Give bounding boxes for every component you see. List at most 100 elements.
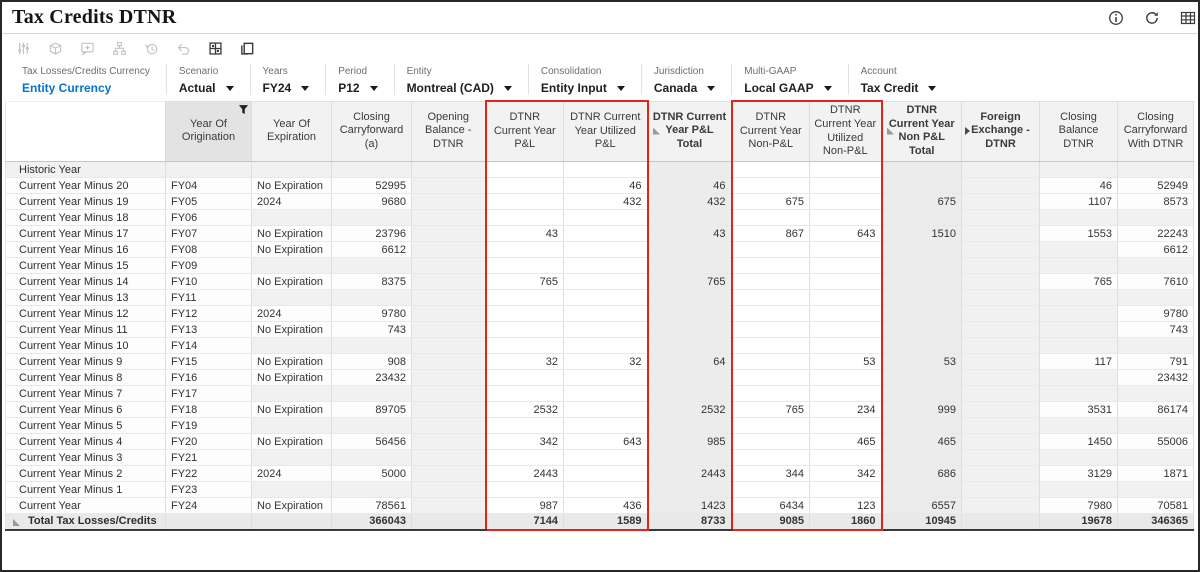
cell-dtnr-current-year-utilized-non-pl[interactable]: 465 <box>809 433 883 450</box>
cell-dtnr-current-year-pl[interactable] <box>484 177 564 194</box>
pov-value-years[interactable]: FY24 <box>263 81 310 95</box>
cell-dtnr-current-year-non-pl[interactable] <box>730 337 810 354</box>
cell-dtnr-current-year-non-pl[interactable] <box>730 257 810 274</box>
cell-dtnr-current-year-pl[interactable]: 32 <box>484 353 564 370</box>
cell-dtnr-current-year-non-pl[interactable] <box>730 433 810 450</box>
cell-dtnr-current-year-utilized-pl[interactable] <box>563 465 649 482</box>
cell-dtnr-current-year-non-pl[interactable] <box>730 177 810 194</box>
cell-dtnr-current-year-non-pl[interactable] <box>730 305 810 322</box>
cell-dtnr-current-year-non-pl[interactable] <box>730 209 810 226</box>
cell-dtnr-current-year-non-pl[interactable]: 867 <box>730 225 810 242</box>
chevron-down-icon[interactable] <box>616 85 625 91</box>
expand-column-icon[interactable] <box>965 127 970 136</box>
cell-dtnr-current-year-non-pl[interactable] <box>730 353 810 370</box>
cell-dtnr-current-year-pl[interactable] <box>484 449 564 466</box>
cell-dtnr-current-year-utilized-non-pl[interactable]: 123 <box>809 497 883 514</box>
pov-value-period[interactable]: P12 <box>338 81 378 95</box>
cell-dtnr-current-year-utilized-non-pl[interactable] <box>809 417 883 434</box>
cell-dtnr-current-year-pl[interactable] <box>484 161 564 178</box>
cell-dtnr-current-year-pl[interactable] <box>484 369 564 386</box>
refresh-icon[interactable] <box>1144 10 1160 26</box>
cell-dtnr-current-year-non-pl[interactable] <box>730 369 810 386</box>
cell-dtnr-current-year-utilized-non-pl[interactable] <box>809 321 883 338</box>
cell-dtnr-current-year-utilized-pl[interactable] <box>563 337 649 354</box>
cell-dtnr-current-year-utilized-non-pl[interactable]: 1860 <box>809 513 883 531</box>
cell-dtnr-current-year-utilized-pl[interactable] <box>563 209 649 226</box>
pov-value-scenario[interactable]: Actual <box>179 81 234 95</box>
cell-dtnr-current-year-utilized-pl[interactable] <box>563 401 649 418</box>
cell-dtnr-current-year-pl[interactable] <box>484 241 564 258</box>
cell-dtnr-current-year-non-pl[interactable]: 675 <box>730 193 810 210</box>
cell-dtnr-current-year-pl[interactable] <box>484 289 564 306</box>
cell-dtnr-current-year-non-pl[interactable]: 6434 <box>730 497 810 514</box>
cell-dtnr-current-year-utilized-non-pl[interactable]: 643 <box>809 225 883 242</box>
cell-dtnr-current-year-non-pl[interactable] <box>730 417 810 434</box>
cell-dtnr-current-year-utilized-non-pl[interactable]: 53 <box>809 353 883 370</box>
cell-dtnr-current-year-utilized-pl[interactable] <box>563 241 649 258</box>
cell-dtnr-current-year-utilized-pl[interactable] <box>563 289 649 306</box>
cell-dtnr-current-year-utilized-non-pl[interactable] <box>809 385 883 402</box>
cell-dtnr-current-year-non-pl[interactable] <box>730 385 810 402</box>
cell-dtnr-current-year-utilized-non-pl[interactable] <box>809 305 883 322</box>
cell-dtnr-current-year-pl[interactable]: 765 <box>484 273 564 290</box>
format-window-icon[interactable] <box>240 41 255 56</box>
pov-value-jurisdiction[interactable]: Canada <box>654 81 716 95</box>
cell-dtnr-current-year-pl[interactable] <box>484 481 564 498</box>
cell-dtnr-current-year-pl[interactable]: 342 <box>484 433 564 450</box>
collapse-column-icon[interactable] <box>652 127 660 135</box>
cell-dtnr-current-year-pl[interactable] <box>484 321 564 338</box>
cell-dtnr-current-year-pl[interactable]: 7144 <box>484 513 564 531</box>
cell-dtnr-current-year-non-pl[interactable]: 765 <box>730 401 810 418</box>
cell-dtnr-current-year-utilized-non-pl[interactable] <box>809 481 883 498</box>
pov-value-consolidation[interactable]: Entity Input <box>541 81 625 95</box>
collapse-row-icon[interactable] <box>13 519 20 526</box>
cell-dtnr-current-year-non-pl[interactable]: 344 <box>730 465 810 482</box>
chevron-down-icon[interactable] <box>823 85 832 91</box>
cell-dtnr-current-year-utilized-pl[interactable] <box>563 273 649 290</box>
cell-dtnr-current-year-non-pl[interactable] <box>730 321 810 338</box>
cell-dtnr-current-year-utilized-non-pl[interactable] <box>809 177 883 194</box>
cell-dtnr-current-year-pl[interactable] <box>484 337 564 354</box>
cell-dtnr-current-year-utilized-pl[interactable] <box>563 161 649 178</box>
cell-dtnr-current-year-utilized-non-pl[interactable] <box>809 241 883 258</box>
pov-value-account[interactable]: Tax Credit <box>861 81 937 95</box>
cell-dtnr-current-year-pl[interactable] <box>484 305 564 322</box>
cell-dtnr-current-year-pl[interactable]: 2532 <box>484 401 564 418</box>
cell-dtnr-current-year-non-pl[interactable] <box>730 241 810 258</box>
chevron-down-icon[interactable] <box>225 85 234 91</box>
cell-dtnr-current-year-utilized-non-pl[interactable] <box>809 369 883 386</box>
cell-dtnr-current-year-utilized-pl[interactable] <box>563 257 649 274</box>
cell-dtnr-current-year-utilized-pl[interactable]: 46 <box>563 177 649 194</box>
cell-dtnr-current-year-utilized-non-pl[interactable] <box>809 273 883 290</box>
cell-dtnr-current-year-utilized-non-pl[interactable] <box>809 193 883 210</box>
cell-dtnr-current-year-utilized-pl[interactable]: 32 <box>563 353 649 370</box>
cell-dtnr-current-year-pl[interactable] <box>484 257 564 274</box>
cell-dtnr-current-year-pl[interactable] <box>484 193 564 210</box>
chevron-down-icon[interactable] <box>369 85 378 91</box>
cell-dtnr-current-year-utilized-pl[interactable]: 436 <box>563 497 649 514</box>
cell-dtnr-current-year-utilized-pl[interactable] <box>563 417 649 434</box>
cell-dtnr-current-year-utilized-pl[interactable] <box>563 305 649 322</box>
chevron-down-icon[interactable] <box>928 85 937 91</box>
cell-dtnr-current-year-utilized-non-pl[interactable]: 234 <box>809 401 883 418</box>
cell-dtnr-current-year-utilized-pl[interactable]: 432 <box>563 193 649 210</box>
info-icon[interactable] <box>1108 10 1124 26</box>
cell-dtnr-current-year-pl[interactable] <box>484 417 564 434</box>
cell-dtnr-current-year-pl[interactable] <box>484 385 564 402</box>
cell-dtnr-current-year-utilized-pl[interactable] <box>563 385 649 402</box>
cell-dtnr-current-year-utilized-pl[interactable] <box>563 449 649 466</box>
cell-dtnr-current-year-utilized-non-pl[interactable] <box>809 449 883 466</box>
grid-layout-icon[interactable] <box>208 41 223 56</box>
cell-dtnr-current-year-pl[interactable] <box>484 209 564 226</box>
cell-dtnr-current-year-utilized-non-pl[interactable] <box>809 161 883 178</box>
cell-dtnr-current-year-utilized-pl[interactable] <box>563 369 649 386</box>
filter-icon[interactable] <box>238 104 249 115</box>
cell-dtnr-current-year-non-pl[interactable] <box>730 449 810 466</box>
pov-value-tax-losses-credits-currency[interactable]: Entity Currency <box>22 81 112 95</box>
cell-dtnr-current-year-pl[interactable]: 987 <box>484 497 564 514</box>
cell-dtnr-current-year-non-pl[interactable] <box>730 273 810 290</box>
cell-dtnr-current-year-utilized-non-pl[interactable] <box>809 337 883 354</box>
grid-partial-icon[interactable] <box>1180 10 1196 26</box>
cell-dtnr-current-year-utilized-pl[interactable] <box>563 225 649 242</box>
cell-dtnr-current-year-utilized-pl[interactable]: 1589 <box>563 513 649 531</box>
